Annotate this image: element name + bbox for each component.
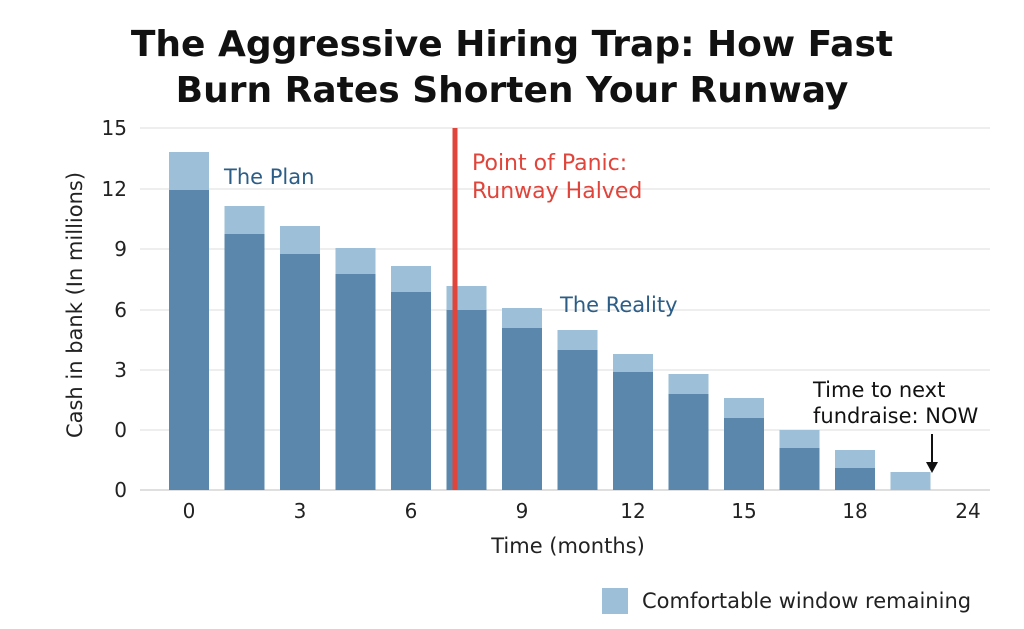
x-tick-label: 24 bbox=[955, 499, 980, 523]
bar-reality bbox=[280, 254, 320, 490]
annotation-next-fundraise: Time to next fundraise: NOW bbox=[812, 378, 979, 428]
bar-window bbox=[335, 248, 376, 274]
x-tick-label: 6 bbox=[405, 499, 418, 523]
chart-title-line-2: Burn Rates Shorten Your Runway bbox=[175, 70, 849, 111]
y-tick-label: 12 bbox=[102, 177, 127, 201]
bars bbox=[169, 152, 931, 490]
bar-window bbox=[668, 374, 709, 394]
x-tick-label: 9 bbox=[516, 499, 529, 523]
y-tick-label: 15 bbox=[102, 116, 127, 140]
bar-window bbox=[779, 430, 820, 448]
bar-reality bbox=[779, 448, 820, 490]
y-tick-label: 0 bbox=[114, 418, 127, 442]
bar-reality bbox=[224, 234, 265, 490]
x-tick-label: 18 bbox=[842, 499, 867, 523]
bar-reality bbox=[169, 190, 209, 490]
y-tick-label: 0 bbox=[114, 478, 127, 502]
bar-reality bbox=[335, 274, 376, 490]
bar-window bbox=[391, 266, 431, 292]
annotations: The Plan The Reality Point of Panic: Runway… bbox=[223, 128, 979, 490]
bar-reality bbox=[613, 372, 653, 490]
bar-reality bbox=[668, 394, 709, 490]
y-tick-label: 6 bbox=[114, 298, 127, 322]
x-tick-label: 3 bbox=[294, 499, 307, 523]
bar-reality bbox=[724, 418, 764, 490]
bar-window bbox=[224, 206, 265, 234]
bar-reality bbox=[557, 350, 598, 490]
x-tick-label: 12 bbox=[620, 499, 645, 523]
y-tick-label: 3 bbox=[114, 358, 127, 382]
legend-label: Comfortable window remaining bbox=[642, 589, 972, 613]
down-arrow-head-icon bbox=[926, 462, 938, 473]
y-axis-ticks: 15 12 9 6 3 0 0 bbox=[102, 116, 127, 502]
bar-window bbox=[890, 472, 931, 490]
x-tick-label: 15 bbox=[731, 499, 756, 523]
bar-reality bbox=[502, 328, 542, 490]
x-tick-label: 0 bbox=[183, 499, 196, 523]
chart-title: The Aggressive Hiring Trap: How Fast Bur… bbox=[0, 22, 1024, 114]
bar-window bbox=[724, 398, 764, 418]
legend-swatch bbox=[602, 588, 628, 614]
annotation-point-of-panic: Point of Panic: Runway Halved bbox=[472, 151, 642, 204]
bar-reality bbox=[391, 292, 431, 490]
y-axis-label: Cash in bank (In millions) bbox=[63, 172, 87, 438]
chart-title-line-1: The Aggressive Hiring Trap: How Fast bbox=[130, 24, 894, 65]
annotation-the-plan: The Plan bbox=[223, 165, 314, 189]
bar-window bbox=[280, 226, 320, 254]
bar-window bbox=[502, 308, 542, 328]
bar-window bbox=[613, 354, 653, 372]
bar-reality bbox=[835, 468, 875, 490]
x-axis-ticks: 0 3 6 9 12 15 18 24 bbox=[183, 499, 981, 523]
legend: Comfortable window remaining bbox=[602, 588, 971, 614]
bar-window bbox=[835, 450, 875, 468]
bar-window bbox=[169, 152, 209, 190]
y-tick-label: 9 bbox=[114, 237, 127, 261]
annotation-the-reality: The Reality bbox=[559, 293, 678, 317]
x-axis-label: Time (months) bbox=[490, 534, 645, 558]
bar-window bbox=[557, 330, 598, 350]
